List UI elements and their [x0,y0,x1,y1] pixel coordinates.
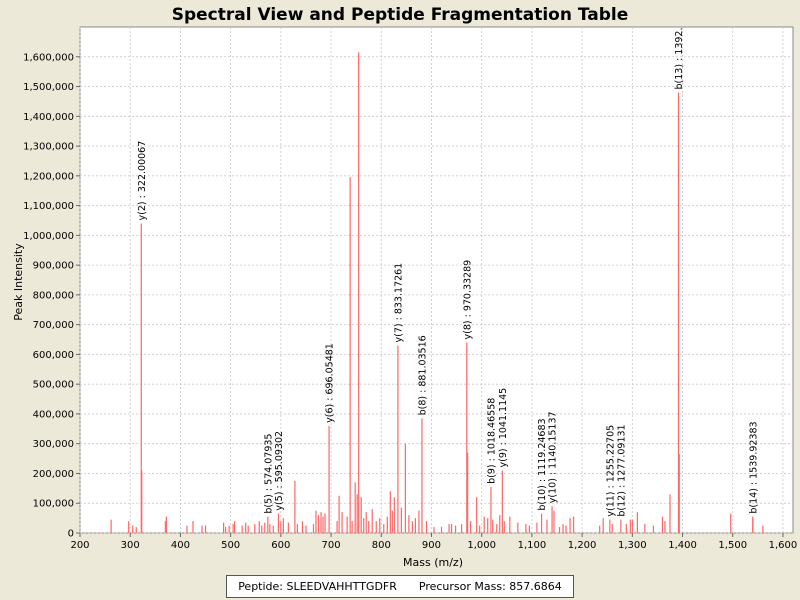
peak-annotation-label: y(8) : 970.33289 [462,260,473,340]
y-tick-label: 400,000 [33,409,74,420]
y-tick-label: 1,400,000 [23,112,74,123]
x-tick-label: 300 [121,540,140,551]
y-tick-label: 300,000 [33,439,74,450]
peak-annotation-label: b(5) : 574.07935 [263,434,274,514]
y-tick-label: 200,000 [33,469,74,480]
y-axis-label: Peak Intensity [12,243,25,321]
peak-annotation-label: b(9) : 1018.46558 [486,398,497,484]
peak-annotation-label: b(10) : 1119.24683 [537,418,548,510]
chart-title: Spectral View and Peptide Fragmentation … [172,5,629,25]
x-tick-label: 700 [322,540,341,551]
spectrum-chart: Spectral View and Peptide Fragmentation … [12,5,797,569]
peak-annotation-label: y(11) : 1255.22705 [605,425,616,517]
x-tick-label: 900 [422,540,441,551]
y-tick-label: 1,300,000 [23,142,74,153]
peptide-sequence: Peptide: SLEEDVAHHTTGDFR [238,580,397,593]
plot-area [79,26,794,534]
y-tick-label: 1,600,000 [23,52,74,63]
x-tick-label: 1,600 [769,540,798,551]
peak-annotation-label: b(12) : 1277.09131 [616,424,627,516]
x-tick-label: 1,400 [668,540,697,551]
y-tick-label: 100,000 [33,499,74,510]
y-tick-label: 900,000 [33,261,74,272]
x-axis: 200 300 400 500 600 700 800 900 1,000 1,100 1,200 1… [70,533,797,551]
peak-annotation-label: y(7) : 833.17261 [393,263,404,343]
x-tick-label: 400 [171,540,190,551]
precursor-mass: Precursor Mass: 857.6864 [418,580,562,593]
peak-annotation-label: y(5) : 595.09302 [274,431,285,511]
x-tick-label: 1,100 [518,540,547,551]
y-tick-label: 800,000 [33,290,74,301]
y-tick-label: 1,200,000 [23,171,74,182]
x-tick-label: 1,500 [718,540,747,551]
peak-annotations: y(2) : 322.00067 b(5) : 574.07935 y(5) : 5… [137,28,760,517]
x-tick-label: 800 [372,540,391,551]
y-tick-label: 1,500,000 [23,82,74,93]
peak-bars [110,52,764,533]
y-tick-label: 0 [68,529,74,540]
y-tick-label: 500,000 [33,380,74,391]
x-axis-label: Mass (m/z) [403,556,463,569]
x-tick-label: 1,200 [568,540,597,551]
x-tick-label: 600 [271,540,290,551]
peak-annotation-label: y(9) : 1041.1145 [498,388,509,468]
peak-annotation-label: y(10) : 1140.15137 [548,411,559,503]
x-tick-label: 500 [221,540,240,551]
y-tick-label: 1,000,000 [23,231,74,242]
peak-annotation-label: y(6) : 696.05481 [325,343,336,423]
x-tick-label: 200 [70,540,89,551]
peak-annotation-label: b(8) : 881.03516 [417,335,428,415]
peak-annotation-label: b(14) : 1539.92383 [748,421,759,513]
y-tick-label: 700,000 [33,320,74,331]
grid-lines [79,27,793,534]
peak-annotation-label: y(2) : 322.00067 [137,141,148,221]
x-tick-label: 1,300 [618,540,647,551]
peptide-info-box: Peptide: SLEEDVAHHTTGDFR Precursor Mass:… [226,575,574,598]
y-axis: 0 100,000 200,000 300,000 400,000 500,000 600,… [23,52,80,540]
x-tick-label: 1,000 [467,540,496,551]
peak-annotation-label: b(13) : 1392. [674,28,685,90]
y-tick-label: 1,100,000 [23,201,74,212]
y-tick-label: 600,000 [33,350,74,361]
